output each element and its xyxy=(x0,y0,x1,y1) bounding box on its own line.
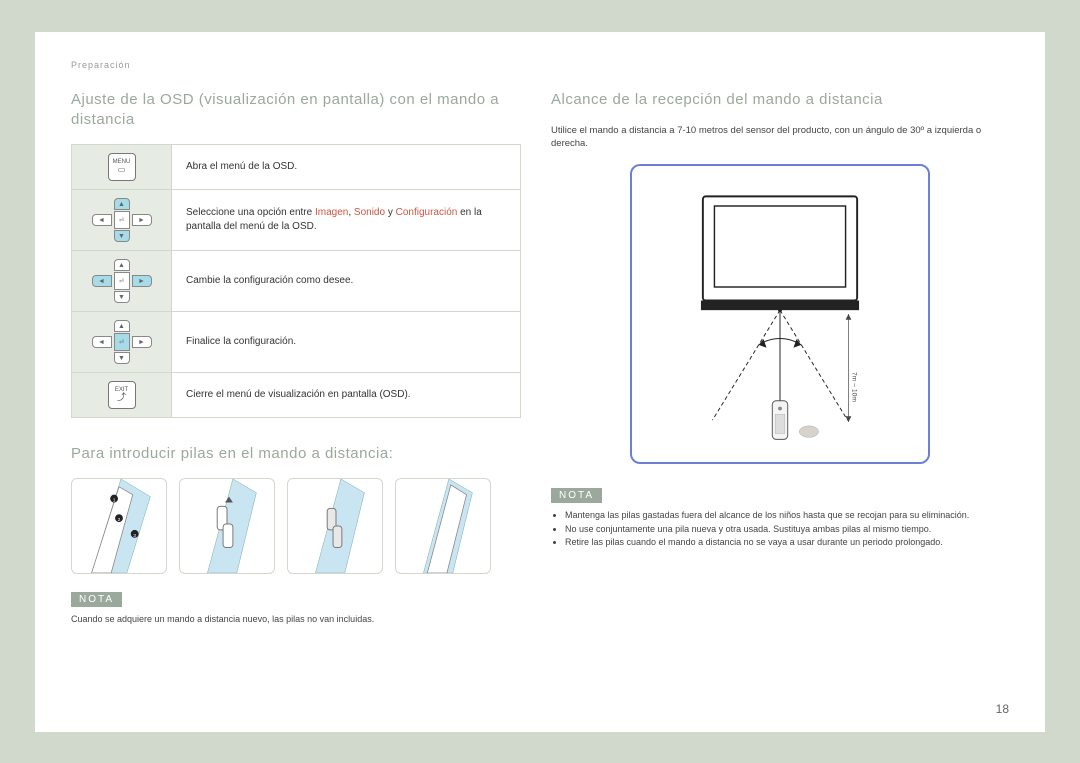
battery-step-4-icon xyxy=(395,478,491,574)
battery-diagram-row: 1 2 3 xyxy=(71,478,521,574)
battery-step-1-icon: 1 2 3 xyxy=(71,478,167,574)
battery-section-title: Para introducir pilas en el mando a dist… xyxy=(71,444,521,464)
menu-button-icon: MENU▭ xyxy=(72,145,172,189)
svg-text:2: 2 xyxy=(118,517,121,523)
list-item: Mantenga las pilas gastadas fuera del al… xyxy=(565,509,1009,523)
breadcrumb: Preparación xyxy=(71,60,1009,70)
menu-icon: MENU▭ xyxy=(108,153,136,181)
table-row: ▲ ▼ ◄ ► ⏎ Seleccione una opción entre Im… xyxy=(72,190,520,251)
osd-step-text: Seleccione una opción entre Imagen, Soni… xyxy=(172,190,520,250)
nota-list: Mantenga las pilas gastadas fuera del al… xyxy=(551,509,1009,550)
keyword-image: Imagen xyxy=(315,207,348,218)
left-column: Ajuste de la OSD (visualización en panta… xyxy=(71,90,521,627)
table-row: ▲ ▼ ◄ ► ⏎ Finalice la configuración. xyxy=(72,312,520,373)
keyword-config: Configuración xyxy=(396,207,458,218)
text-fragment: Seleccione una opción entre xyxy=(186,207,315,218)
battery-step-2-icon xyxy=(179,478,275,574)
exit-icon: EXIT⤴ xyxy=(108,381,136,409)
dpad-center-icon: ▲ ▼ ◄ ► ⏎ xyxy=(72,312,172,372)
right-column: Alcance de la recepción del mando a dist… xyxy=(551,90,1009,627)
list-item: Retire las pilas cuando el mando a dista… xyxy=(565,536,1009,550)
nota-badge: NOTA xyxy=(71,592,122,607)
battery-step-3-icon xyxy=(287,478,383,574)
table-row: MENU▭ Abra el menú de la OSD. xyxy=(72,145,520,190)
table-row: ▲ ▼ ◄ ► ⏎ Cambie la configuración como d… xyxy=(72,251,520,312)
nota-badge: NOTA xyxy=(551,488,602,503)
range-section-title: Alcance de la recepción del mando a dist… xyxy=(551,90,1009,110)
svg-text:3: 3 xyxy=(133,533,136,539)
range-description: Utilice el mando a distancia a 7-10 metr… xyxy=(551,124,1009,151)
osd-section-title: Ajuste de la OSD (visualización en panta… xyxy=(71,90,521,131)
keyword-sound: Sonido xyxy=(354,207,385,218)
dpad-updown-icon: ▲ ▼ ◄ ► ⏎ xyxy=(72,190,172,250)
osd-table: MENU▭ Abra el menú de la OSD. ▲ ▼ ◄ ► ⏎ xyxy=(71,144,521,418)
manual-page: Preparación Ajuste de la OSD (visualizac… xyxy=(35,32,1045,732)
dpad-leftright-icon: ▲ ▼ ◄ ► ⏎ xyxy=(72,251,172,311)
table-row: EXIT⤴ Cierre el menú de visualización en… xyxy=(72,373,520,417)
osd-step-text: Cierre el menú de visualización en panta… xyxy=(172,373,520,417)
distance-label: 7m ~ 10m xyxy=(850,372,857,403)
nota-text: Cuando se adquiere un mando a distancia … xyxy=(71,613,521,627)
remote-range-diagram: 7m ~ 10m xyxy=(630,164,930,464)
svg-text:1: 1 xyxy=(113,498,116,504)
text-fragment: y xyxy=(385,207,396,218)
page-number: 18 xyxy=(996,702,1009,716)
osd-step-text: Abra el menú de la OSD. xyxy=(172,145,520,189)
exit-button-icon: EXIT⤴ xyxy=(72,373,172,417)
osd-step-text: Finalice la configuración. xyxy=(172,312,520,372)
two-column-layout: Ajuste de la OSD (visualización en panta… xyxy=(71,90,1009,627)
list-item: No use conjuntamente una pila nueva y ot… xyxy=(565,523,1009,537)
osd-step-text: Cambie la configuración como desee. xyxy=(172,251,520,311)
